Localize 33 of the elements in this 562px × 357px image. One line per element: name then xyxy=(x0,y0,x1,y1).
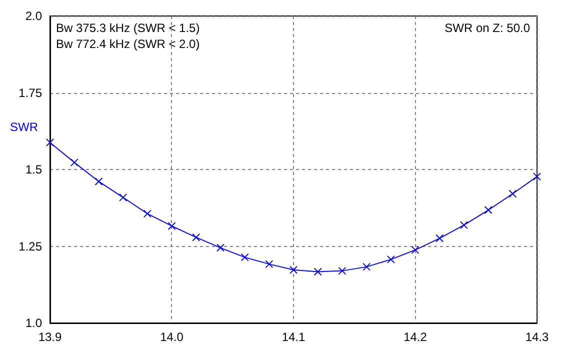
point xyxy=(338,266,346,275)
point xyxy=(143,210,152,218)
annotation: SWR on Z: 50.0 xyxy=(444,21,530,35)
point xyxy=(265,260,274,268)
point xyxy=(436,234,444,242)
y-axis-title: SWR xyxy=(10,120,38,134)
point xyxy=(411,246,420,254)
x-tick-label: 14.0 xyxy=(160,330,184,344)
point xyxy=(508,190,517,198)
point xyxy=(240,253,249,262)
point xyxy=(533,172,541,181)
point xyxy=(484,206,492,214)
y-tick-label: 2.0 xyxy=(25,9,42,23)
x-tick-label: 14.2 xyxy=(404,330,428,344)
point xyxy=(192,233,200,242)
point xyxy=(216,244,224,252)
point xyxy=(362,262,371,271)
x-tick-label: 13.9 xyxy=(38,330,62,344)
y-tick-label: 1.25 xyxy=(18,239,42,254)
point xyxy=(168,222,176,230)
point xyxy=(460,221,468,230)
point xyxy=(70,158,78,166)
point xyxy=(94,177,103,186)
point xyxy=(46,138,54,146)
point xyxy=(290,266,298,274)
point xyxy=(314,268,322,276)
y-tick-label: 1.0 xyxy=(25,316,42,330)
y-tick-label: 1.75 xyxy=(18,86,42,100)
point xyxy=(119,193,128,202)
x-tick-label: 14.3 xyxy=(525,330,549,344)
point xyxy=(386,255,395,264)
y-tick-label: 1.5 xyxy=(25,162,42,176)
x-tick-label: 14.1 xyxy=(282,330,306,344)
